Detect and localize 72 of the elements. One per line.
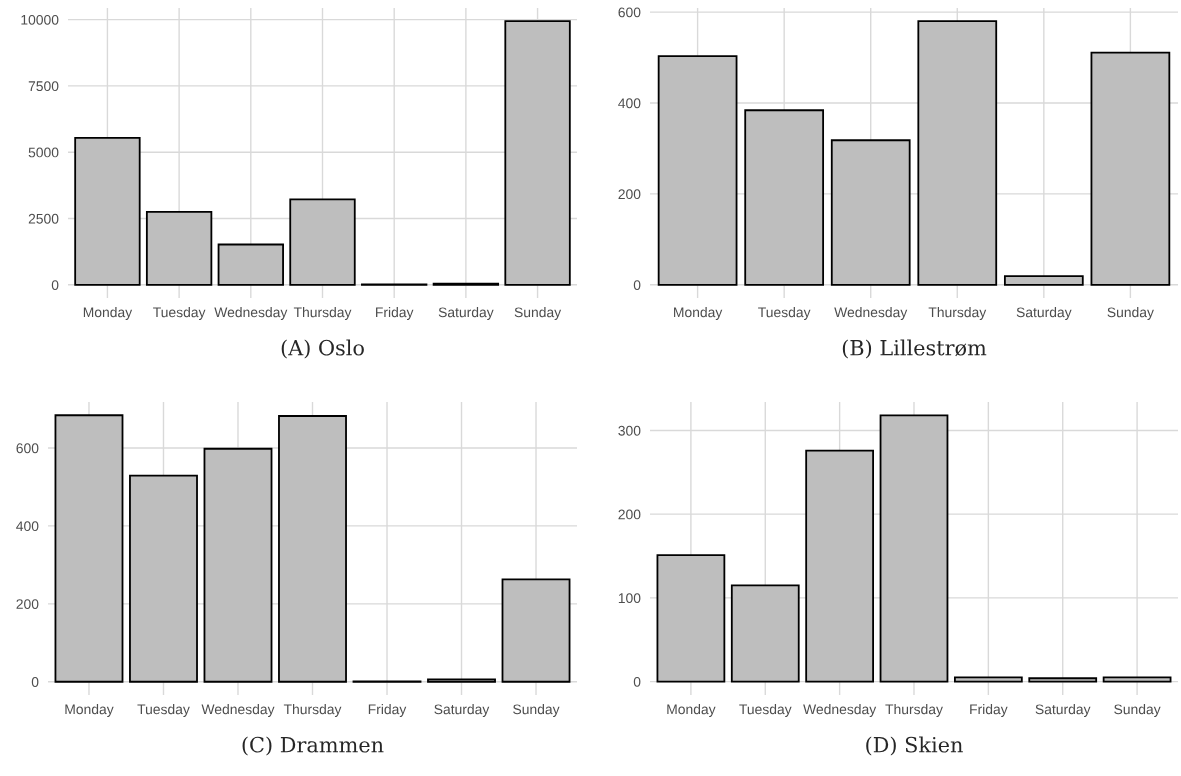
bar <box>54 414 124 683</box>
bar <box>1102 676 1172 683</box>
y-tick-label: 400 <box>16 521 39 532</box>
bar <box>145 210 213 286</box>
x-tick-label: Thursday <box>293 307 352 320</box>
x-tick-label: Monday <box>674 307 723 320</box>
text: (D) Skien <box>866 736 963 756</box>
y-tick-label: 0 <box>633 280 641 290</box>
text: (A) Oslo <box>281 339 364 359</box>
x-tick-label: Saturday <box>1016 307 1072 320</box>
y-tick-label: 200 <box>618 509 641 520</box>
x-tick-label: Saturday <box>438 307 494 320</box>
bar <box>1003 275 1084 286</box>
x-tick-label: Thursday <box>928 307 987 320</box>
x-tick-label: Wednesday <box>214 307 288 320</box>
y-tick-label: 0 <box>633 676 641 687</box>
bar <box>830 139 911 286</box>
y-tick-label: 600 <box>618 7 641 18</box>
x-tick-label: Friday <box>970 704 1008 717</box>
x-tick-label: Monday <box>65 704 114 717</box>
bar <box>427 678 496 683</box>
x-tick-label: Sunday <box>1114 704 1161 717</box>
x-tick-label: Monday <box>83 307 133 320</box>
bar <box>805 449 875 683</box>
bar <box>917 20 998 286</box>
y-tick-label: 10000 <box>21 14 59 25</box>
x-tick-label: Friday <box>368 704 407 717</box>
bar <box>129 474 198 683</box>
x-tick-label: Wednesday <box>201 704 275 717</box>
bar <box>1090 51 1171 286</box>
bar <box>278 415 347 683</box>
y-tick-label: 100 <box>618 593 641 604</box>
bar <box>217 243 284 286</box>
x-tick-label: Sunday <box>514 307 562 320</box>
y-tick-label: 600 <box>16 443 39 454</box>
bar <box>504 20 571 286</box>
bar <box>1028 677 1098 683</box>
bar <box>953 676 1023 683</box>
y-tick-label: 0 <box>51 280 59 290</box>
y-tick-label: 2500 <box>28 213 59 224</box>
y-tick-label: 200 <box>16 599 39 609</box>
x-tick-label: Tuesday <box>137 704 190 717</box>
x-tick-label: Wednesday <box>803 704 877 717</box>
y-tick-label: 5000 <box>28 147 59 158</box>
y-tick-label: 300 <box>618 425 641 436</box>
x-tick-label: Thursday <box>283 704 342 717</box>
bar <box>203 447 273 683</box>
bar <box>501 578 571 683</box>
x-tick-label: Tuesday <box>739 704 792 717</box>
x-tick-label: Wednesday <box>834 307 908 320</box>
x-tick-label: Thursday <box>885 704 943 717</box>
text: (C) Drammen <box>242 736 384 756</box>
bar <box>74 136 141 286</box>
y-tick-label: 400 <box>618 98 641 109</box>
y-tick-label: 0 <box>31 677 39 687</box>
x-tick-label: Saturday <box>1035 704 1091 717</box>
bar <box>656 554 726 683</box>
x-tick-label: Tuesday <box>758 307 811 320</box>
text: (B) Lillestrøm <box>842 339 987 359</box>
bar <box>289 198 356 286</box>
x-tick-label: Saturday <box>434 704 490 717</box>
x-tick-label: Friday <box>376 307 414 320</box>
bar <box>730 584 800 683</box>
bar <box>744 109 825 286</box>
bar <box>657 55 738 286</box>
bar <box>879 414 949 683</box>
y-tick-label: 7500 <box>28 81 59 92</box>
y-tick-label: 200 <box>618 189 641 200</box>
x-tick-label: Sunday <box>513 704 560 717</box>
x-tick-label: Sunday <box>1107 307 1154 320</box>
x-tick-label: Tuesday <box>153 307 206 320</box>
x-tick-label: Monday <box>667 704 716 717</box>
